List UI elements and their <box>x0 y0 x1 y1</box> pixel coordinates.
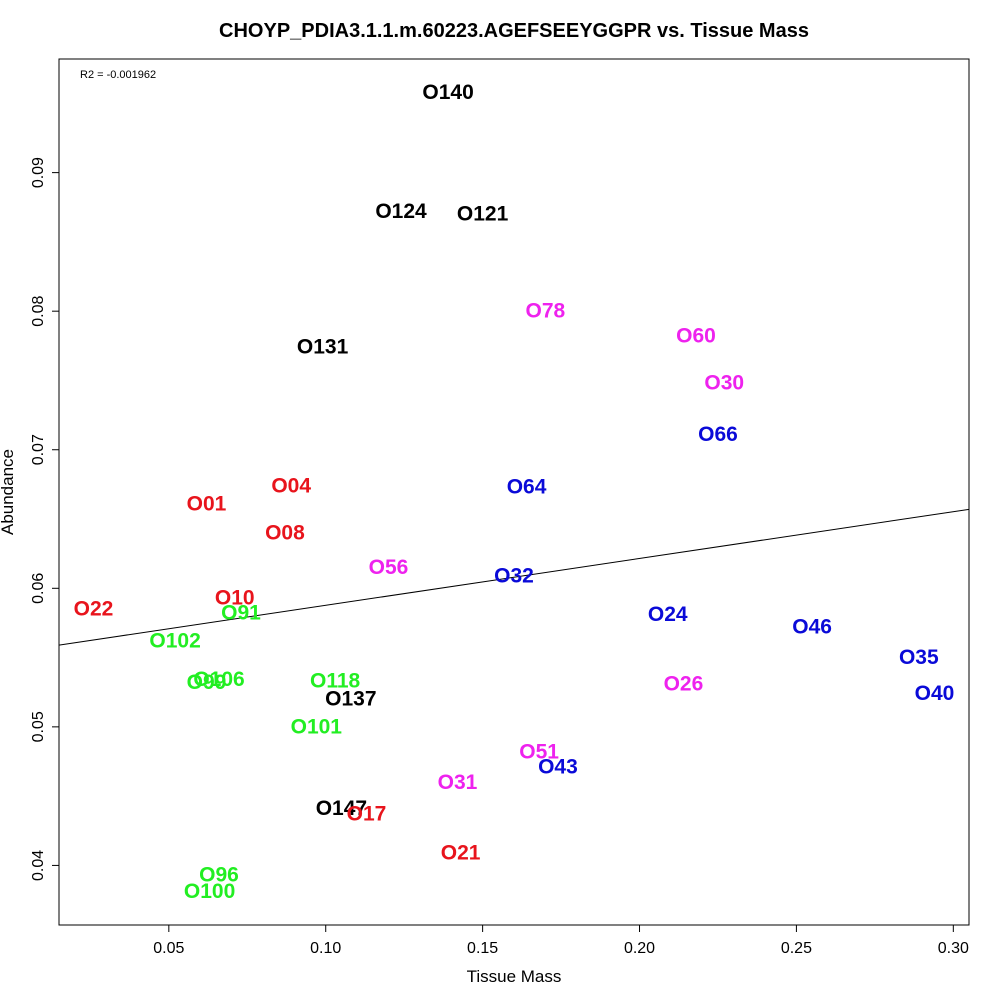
x-tick-label: 0.05 <box>153 940 184 957</box>
point-label-o35: O35 <box>899 646 939 669</box>
x-tick-label: 0.10 <box>310 940 341 957</box>
point-label-o147: O147 <box>316 797 367 820</box>
x-tick-label: 0.30 <box>938 940 969 957</box>
point-label-o30: O30 <box>704 372 744 395</box>
x-tick-label: 0.20 <box>624 940 655 957</box>
point-label-o01: O01 <box>187 492 227 515</box>
y-axis-label: Abundance <box>0 449 17 535</box>
x-axis: 0.05 0.10 0.15 0.20 0.25 0.30 <box>153 924 969 957</box>
point-label-o78: O78 <box>526 300 566 323</box>
point-label-o60: O60 <box>676 325 716 348</box>
point-label-o51: O51 <box>519 740 559 763</box>
point-label-o46: O46 <box>792 616 832 639</box>
regression-line <box>58 508 970 646</box>
y-tick-label: 0.04 <box>30 850 47 881</box>
point-label-o66: O66 <box>698 423 738 446</box>
y-tick-label: 0.08 <box>30 296 47 327</box>
point-label-o100: O100 <box>184 880 235 903</box>
point-label-o10: O10 <box>215 586 255 609</box>
point-label-o118: O118 <box>310 670 361 693</box>
x-tick-label: 0.15 <box>467 940 498 957</box>
point-label-o106: O106 <box>193 668 244 691</box>
point-label-o131: O131 <box>297 336 349 359</box>
y-tick-label: 0.09 <box>30 157 47 188</box>
point-label-o101: O101 <box>291 715 343 738</box>
r2-annotation: R2 = -0.001962 <box>80 69 156 81</box>
point-label-o140: O140 <box>422 81 473 104</box>
point-label-o32: O32 <box>494 564 534 587</box>
point-label-o124: O124 <box>375 200 427 223</box>
y-tick-label: 0.07 <box>30 434 47 465</box>
point-label-o31: O31 <box>438 771 478 794</box>
x-tick-label: 0.25 <box>781 940 812 957</box>
point-label-o91: O91 <box>221 602 261 625</box>
chart-title: CHOYP_PDIA3.1.1.m.60223.AGEFSEEYGGPR vs.… <box>219 20 809 42</box>
point-label-o64: O64 <box>507 476 547 499</box>
point-label-o137: O137 <box>325 688 376 711</box>
point-label-o04: O04 <box>271 474 311 497</box>
point-label-o22: O22 <box>74 598 114 621</box>
point-label-o17: O17 <box>347 803 387 826</box>
y-tick-label: 0.06 <box>30 573 47 604</box>
point-label-o102: O102 <box>149 629 200 652</box>
point-label-o26: O26 <box>664 672 704 695</box>
point-label-o24: O24 <box>648 603 688 626</box>
point-label-o99: O99 <box>187 671 227 694</box>
x-axis-label: Tissue Mass <box>467 967 562 986</box>
y-tick-label: 0.05 <box>30 711 47 742</box>
point-label-o40: O40 <box>915 682 955 705</box>
point-label-o21: O21 <box>441 841 481 864</box>
point-label-o08: O08 <box>265 521 305 544</box>
point-label-o96: O96 <box>199 864 239 887</box>
point-label-o43: O43 <box>538 756 578 779</box>
point-label-o121: O121 <box>457 203 509 226</box>
point-label-o56: O56 <box>369 556 409 579</box>
y-axis: 0.04 0.05 0.06 0.07 0.08 0.09 <box>30 157 60 881</box>
